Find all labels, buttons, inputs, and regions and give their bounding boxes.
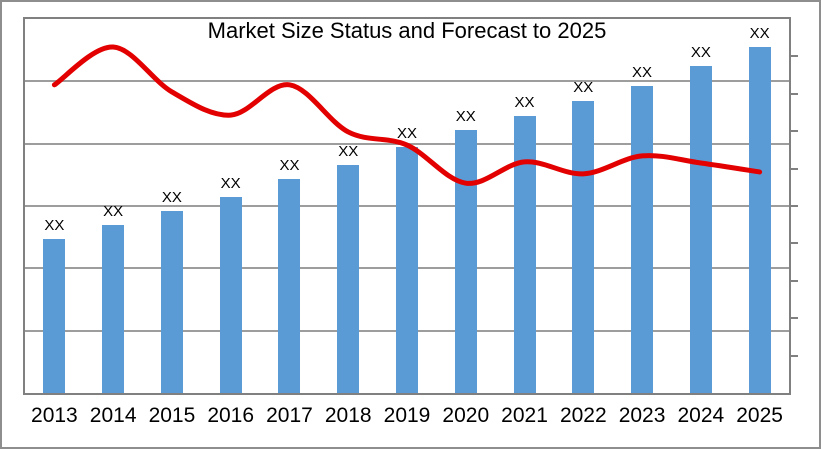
x-axis-label-2025: 2025 (736, 404, 783, 427)
x-axis-label-2020: 2020 (442, 404, 490, 427)
bar-value-label-2023: XX (632, 63, 653, 81)
x-axis-label-2021: 2021 (501, 404, 548, 427)
trend-line-svg (51, 44, 763, 186)
x-axis-label-2024: 2024 (677, 404, 725, 427)
bar-2021 (513, 115, 536, 393)
bar-value-label-2015: XX (161, 188, 182, 206)
bar-2013 (43, 238, 66, 393)
x-axis-label-2013: 2013 (31, 404, 78, 427)
right-axis-tick (791, 242, 798, 245)
trend-line (51, 44, 763, 186)
chart-title: Market Size Status and Forecast to 2025 (207, 18, 607, 43)
x-axis-label-2022: 2022 (559, 404, 607, 427)
right-axis-tick (791, 205, 798, 207)
bar-value-label-2019: XX (396, 124, 418, 142)
bar-value-label-2020: XX (455, 108, 476, 126)
bar-value-label-2018: XX (338, 142, 359, 160)
bar-value-label-2017: XX (279, 157, 300, 175)
gridline (25, 80, 789, 83)
right-axis-tick (791, 92, 798, 95)
right-axis-tick (791, 279, 798, 282)
bar-value-label-2016: XX (220, 175, 241, 193)
bar-2017 (278, 179, 301, 393)
bar-2020 (454, 130, 477, 393)
bar-value-label-2021: XX (514, 93, 535, 111)
bar-value-label-2024: XX (690, 44, 711, 62)
x-axis-label-2016: 2016 (207, 404, 255, 427)
bar-value-label-2025: XX (749, 25, 770, 43)
bar-2016 (219, 197, 242, 393)
right-axis-tick (791, 167, 798, 170)
x-axis-label-2017: 2017 (266, 404, 313, 427)
x-axis-label-2018: 2018 (324, 404, 372, 427)
bar-2014 (102, 225, 125, 393)
bar-2015 (160, 210, 183, 393)
right-axis-tick (791, 354, 798, 357)
x-axis-label-2019: 2019 (383, 404, 431, 427)
x-axis-label-2023: 2023 (618, 404, 666, 427)
bar-2025 (748, 47, 771, 393)
plot-area: XX XX XX XX XX XX XX XX XX XX XX XX XX (23, 17, 798, 395)
right-axis-tick (791, 130, 798, 133)
bar-value-label-2022: XX (573, 78, 594, 96)
bar-2018 (337, 164, 360, 393)
bar-2024 (689, 66, 712, 393)
x-axis-label-2015: 2015 (148, 404, 196, 427)
bar-2023 (631, 85, 654, 393)
x-axis-label-2014: 2014 (89, 404, 137, 427)
right-axis-tick (791, 317, 798, 320)
bar-2019 (396, 146, 418, 393)
right-axis-tick (791, 55, 798, 58)
bar-value-label-2013: XX (44, 216, 65, 234)
bar-value-label-2014: XX (103, 203, 124, 221)
